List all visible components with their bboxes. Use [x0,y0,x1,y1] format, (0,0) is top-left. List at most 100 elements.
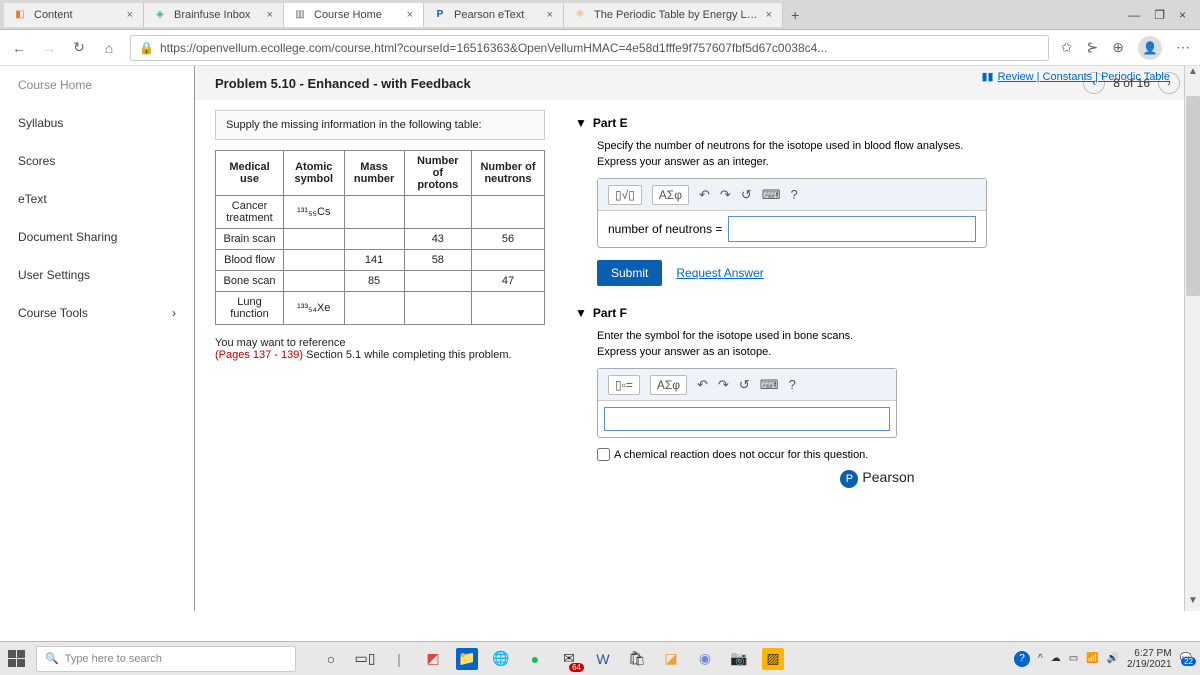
part-f-question: Enter the symbol for the isotope used in… [597,330,1180,342]
discord-icon[interactable]: ◉ [694,648,716,670]
sidebar-item-user-settings[interactable]: User Settings [0,256,194,294]
isotope-input[interactable] [604,407,890,431]
close-tab-icon[interactable]: × [547,9,553,21]
home-button[interactable]: ⌂ [100,40,118,56]
isotope-template-button[interactable]: ▯▫= [608,375,640,395]
reference-link[interactable]: (Pages 137 - 139) [215,349,303,361]
tab-icon: ◈ [154,9,166,21]
help-tray-icon[interactable]: ? [1014,651,1030,667]
submit-button[interactable]: Submit [597,260,662,286]
tab-course-home[interactable]: ▥Course Home× [284,3,424,27]
scroll-down-icon[interactable]: ▼ [1185,595,1200,611]
greek-button[interactable]: ΑΣφ [652,185,689,205]
close-tab-icon[interactable]: × [766,9,772,21]
no-reaction-checkbox[interactable] [597,448,610,461]
notifications-icon[interactable]: 💬22 [1180,653,1192,664]
maximize-icon[interactable]: ❐ [1154,8,1165,22]
redo-icon[interactable]: ↷ [718,377,729,393]
neutrons-input[interactable] [728,216,976,242]
th-mass-number: Mass number [344,151,404,196]
profile-avatar[interactable]: 👤 [1138,36,1162,60]
scroll-thumb[interactable] [1186,96,1200,296]
tab-content[interactable]: ◧Content× [4,3,144,27]
keyboard-icon[interactable]: ⌨ [762,187,781,203]
start-button[interactable] [8,650,26,668]
store-icon[interactable]: 🛍 [626,648,648,670]
task-view-icon[interactable]: ▭▯ [354,648,376,670]
clock[interactable]: 6:27 PM 2/19/2021 [1127,648,1172,670]
tray-chevron-icon[interactable]: ^ [1038,653,1043,664]
word-icon[interactable]: W [592,648,614,670]
taskbar-search[interactable]: 🔍 Type here to search [36,646,296,672]
eq-label: number of neutrons = [608,222,722,236]
undo-icon[interactable]: ↶ [697,377,708,393]
part-f-header[interactable]: ▼ Part F [575,306,1180,320]
office-icon[interactable]: ◩ [422,648,444,670]
close-window-icon[interactable]: × [1179,8,1186,22]
wifi-icon[interactable]: 📶 [1086,653,1098,664]
extension-icon[interactable]: ⊕ [1112,39,1124,56]
request-answer-link[interactable]: Request Answer [676,266,763,280]
scroll-up-icon[interactable]: ▲ [1185,66,1200,82]
window-controls: — ❐ × [1128,8,1196,22]
onedrive-icon[interactable]: ☁ [1051,653,1061,664]
reset-icon[interactable]: ↺ [739,377,750,393]
review-links[interactable]: ▮▮ Review | Constants | Periodic Table [981,70,1170,83]
app-icon[interactable]: ◪ [660,648,682,670]
scrollbar[interactable]: ▲ ▼ [1184,66,1200,611]
url-text: https://openvellum.ecollege.com/course.h… [160,41,827,55]
mail-icon[interactable]: ✉64 [558,648,580,670]
sidebar-item-course-home[interactable]: Course Home [0,66,194,104]
spotify-icon[interactable]: ● [524,648,546,670]
volume-icon[interactable]: 🔊 [1107,653,1119,664]
sidebar-item-doc-sharing[interactable]: Document Sharing [0,218,194,256]
template-button[interactable]: ▯√▯ [608,185,642,205]
edge-icon[interactable]: 🌐 [490,648,512,670]
camera-icon[interactable]: 📷 [728,648,750,670]
refresh-button[interactable]: ↻ [70,39,88,56]
reset-icon[interactable]: ↺ [741,187,752,203]
th-atomic-symbol: Atomic symbol [284,151,344,196]
menu-icon[interactable]: ⋯ [1176,39,1190,56]
table-row: Blood flow14158 [216,250,545,271]
tab-brainfuse[interactable]: ◈Brainfuse Inbox× [144,3,284,27]
isotope-table: Medical use Atomic symbol Mass number Nu… [215,150,545,325]
back-button[interactable]: ← [10,40,28,56]
cortana-icon[interactable]: ○ [320,648,342,670]
undo-icon[interactable]: ↶ [699,187,710,203]
favorite-icon[interactable]: ✩ [1061,39,1073,56]
forward-button[interactable]: → [40,40,58,56]
sidebar-item-syllabus[interactable]: Syllabus [0,104,194,142]
greek-button[interactable]: ΑΣφ [650,375,687,395]
th-medical-use: Medical use [216,151,284,196]
sidebar-item-scores[interactable]: Scores [0,142,194,180]
search-icon: 🔍 [45,652,59,665]
part-f-answer-block: ▯▫= ΑΣφ ↶ ↷ ↺ ⌨ ? [597,368,897,438]
no-reaction-label: A chemical reaction does not occur for t… [614,449,868,461]
file-explorer-icon[interactable]: 📁 [456,648,478,670]
minimize-icon[interactable]: — [1128,8,1140,22]
sidebar: Course Home Syllabus Scores eText Docume… [0,66,195,611]
tab-periodic-table[interactable]: ⚛The Periodic Table by Energy L…× [564,3,783,27]
url-input[interactable]: 🔒 https://openvellum.ecollege.com/course… [130,35,1049,61]
help-icon[interactable]: ? [789,377,796,392]
th-protons: Number of protons [404,151,471,196]
sidebar-item-course-tools[interactable]: Course Tools› [0,294,194,332]
tab-pearson-etext[interactable]: PPearson eText× [424,3,564,27]
help-icon[interactable]: ? [790,187,797,202]
close-tab-icon[interactable]: × [127,9,133,21]
part-e-header[interactable]: ▼ Part E [575,116,1180,130]
collections-icon[interactable]: ⊱ [1087,39,1099,56]
notes-icon[interactable]: ▨ [762,648,784,670]
new-tab-button[interactable]: + [783,7,807,23]
sidebar-item-etext[interactable]: eText [0,180,194,218]
battery-icon[interactable]: ▭ [1069,653,1078,664]
keyboard-icon[interactable]: ⌨ [760,377,779,393]
windows-taskbar: 🔍 Type here to search ○ ▭▯ | ◩ 📁 🌐 ● ✉64… [0,641,1200,675]
redo-icon[interactable]: ↷ [720,187,731,203]
close-tab-icon[interactable]: × [267,9,273,21]
browser-tab-strip: ◧Content× ◈Brainfuse Inbox× ▥Course Home… [0,0,1200,30]
close-tab-icon[interactable]: × [407,9,413,21]
table-row: Lung function¹³³₅₄Xe [216,292,545,325]
taskbar-apps: ○ ▭▯ | ◩ 📁 🌐 ● ✉64 W 🛍 ◪ ◉ 📷 ▨ [320,648,784,670]
